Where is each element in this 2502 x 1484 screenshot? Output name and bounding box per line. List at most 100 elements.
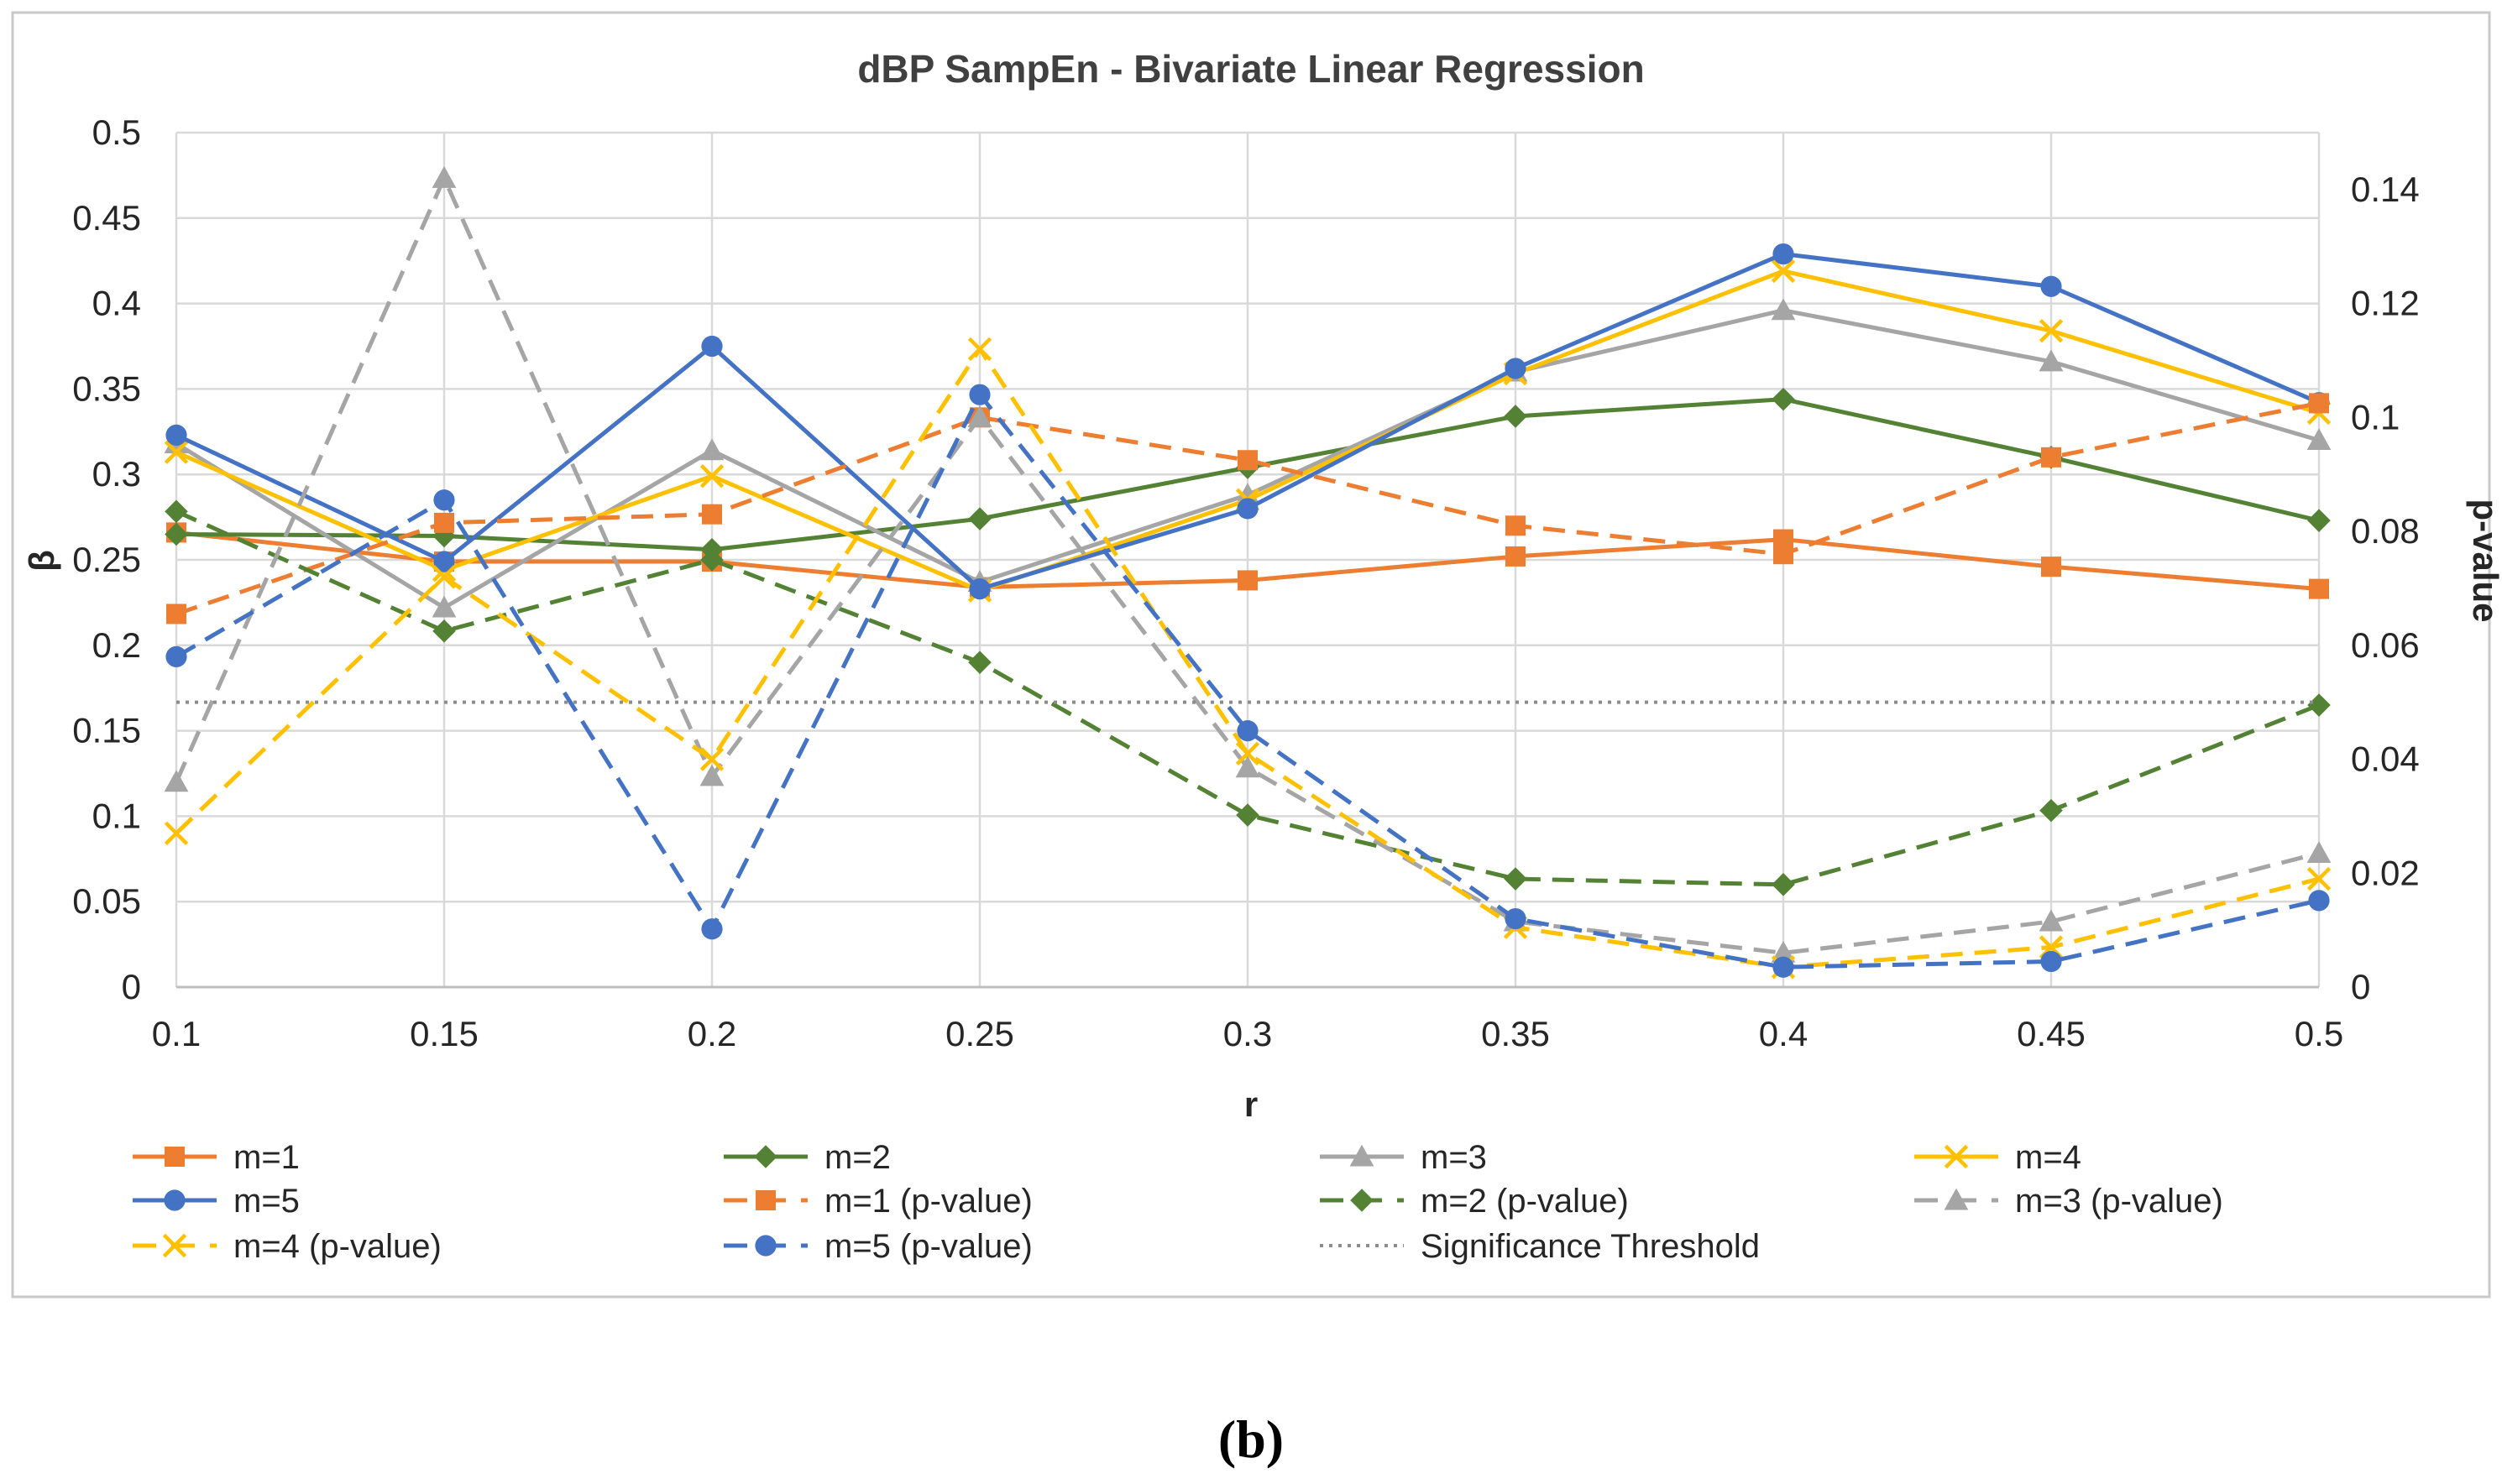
series-m-5: [165, 243, 2330, 600]
legend-swatch-marker: [1350, 1189, 1374, 1212]
data-point: [2041, 556, 2061, 577]
data-point: [1505, 907, 1526, 930]
figure-caption: (b): [1218, 1409, 1284, 1469]
data-point: [1504, 405, 1527, 428]
data-point: [2039, 318, 2064, 343]
data-point: [434, 512, 454, 533]
data-point: [2306, 428, 2332, 450]
x-tick-label: 0.1: [152, 1014, 201, 1053]
legend-item-m-5-p-value: m=5 (p-value): [724, 1228, 1033, 1265]
x-tick-label: 0.15: [410, 1014, 479, 1053]
legend: m=1 m=2 m=3 m=4 m=5 m=1 (p-value) m=2 (p-value…: [133, 1139, 2223, 1265]
y-tick-label: 0.25: [72, 540, 141, 579]
y2-tick-label: 0.02: [2351, 853, 2420, 892]
legend-item-m-3: m=3: [1320, 1139, 1487, 1176]
data-point: [699, 438, 725, 461]
series-line: [174, 175, 2320, 955]
y-tick-label: 0.2: [92, 625, 141, 665]
data-point: [2039, 349, 2064, 372]
legend-item-m-2-p-value: m=2 (p-value): [1320, 1183, 1629, 1220]
y-tick-label: 0.3: [92, 454, 141, 494]
y2-tick-label: 0.12: [2351, 284, 2420, 323]
series-line: [175, 509, 2320, 887]
data-point: [1236, 803, 1259, 827]
y-tick-label: 0.5: [92, 112, 141, 152]
data-point: [2307, 693, 2331, 717]
y2-tick-label: 0.06: [2351, 625, 2420, 665]
data-point: [1771, 298, 1796, 321]
data-point: [165, 424, 187, 446]
data-point: [165, 645, 187, 667]
data-point: [1238, 570, 1258, 591]
data-point: [433, 489, 455, 511]
data-point: [432, 595, 457, 618]
data-point: [165, 522, 188, 546]
legend-swatch-marker: [1944, 1144, 1969, 1169]
data-point: [1235, 755, 1260, 778]
series-line: [175, 392, 2320, 969]
data-point: [699, 747, 725, 771]
y-axis-ticks: 0 0.05 0.1 0.15 0.2 0.25 0.3 0.35 0.4 0.45 0.5: [72, 112, 141, 1006]
series-m-5-p-value: [165, 384, 2330, 978]
data-point: [1504, 867, 1527, 891]
data-point: [433, 551, 455, 572]
legend-label: m=2: [824, 1139, 891, 1176]
data-point: [1772, 956, 1794, 978]
data-point: [969, 384, 991, 405]
legend-item-m-1: m=1: [133, 1139, 300, 1176]
legend-label: m=1 (p-value): [824, 1183, 1033, 1220]
legend-item-significance-threshold: Significance Threshold: [1320, 1228, 1760, 1265]
series-layer: [164, 165, 2332, 980]
data-point: [432, 619, 456, 643]
data-point: [1772, 387, 1795, 411]
chart-title: dBP SampEn - Bivariate Linear Regression: [857, 47, 1644, 91]
data-point: [1505, 546, 1526, 567]
data-point: [2307, 509, 2331, 532]
series-line: [175, 347, 2320, 969]
y-tick-label: 0.15: [72, 711, 141, 750]
legend-item-m-3-p-value: m=3 (p-value): [1914, 1183, 2223, 1220]
legend-swatch-marker: [162, 1233, 187, 1258]
legend-label: Significance Threshold: [1421, 1228, 1760, 1265]
data-point: [1235, 741, 1260, 766]
data-point: [1505, 515, 1526, 536]
y2-tick-label: 0.14: [2351, 170, 2420, 209]
data-point: [2306, 866, 2332, 891]
data-point: [1772, 873, 1795, 896]
data-point: [968, 651, 992, 674]
y-tick-label: 0.45: [72, 198, 141, 238]
data-point: [967, 337, 992, 362]
data-point: [1772, 243, 1794, 265]
series-m-4-p-value: [164, 337, 2332, 980]
data-point: [2040, 950, 2062, 973]
data-point: [969, 578, 991, 600]
legend-label: m=4: [2015, 1139, 2081, 1176]
y-tick-label: 0.05: [72, 881, 141, 921]
legend-label: m=5: [233, 1183, 300, 1220]
data-point: [967, 405, 992, 427]
x-tick-label: 0.25: [945, 1014, 1014, 1053]
legend-swatch-marker: [165, 1147, 185, 1167]
data-point: [2306, 841, 2332, 864]
legend-label: m=4 (p-value): [233, 1228, 442, 1265]
chart-frame: [11, 11, 2491, 1298]
x-tick-label: 0.4: [1759, 1014, 1808, 1053]
legend-label: m=3: [1421, 1139, 1487, 1176]
legend-swatch-marker: [756, 1190, 776, 1210]
data-point: [1238, 450, 1258, 471]
y-tick-label: 0.4: [92, 284, 141, 323]
data-point: [701, 335, 723, 358]
data-point: [164, 770, 189, 792]
y2-tick-label: 0.08: [2351, 511, 2420, 551]
y2-axis-ticks: 0 0.02 0.04 0.06 0.08 0.1 0.12 0.14: [2351, 170, 2420, 1006]
data-point: [702, 504, 722, 525]
x-axis-label: r: [1244, 1084, 1258, 1124]
y-tick-label: 0.1: [92, 796, 141, 835]
data-point: [1773, 544, 1793, 565]
legend-item-m-1-p-value: m=1 (p-value): [724, 1183, 1033, 1220]
data-point: [2039, 909, 2064, 932]
legend-swatch-marker: [754, 1145, 777, 1168]
data-point: [1771, 940, 1796, 963]
y2-tick-label: 0: [2351, 967, 2370, 1006]
